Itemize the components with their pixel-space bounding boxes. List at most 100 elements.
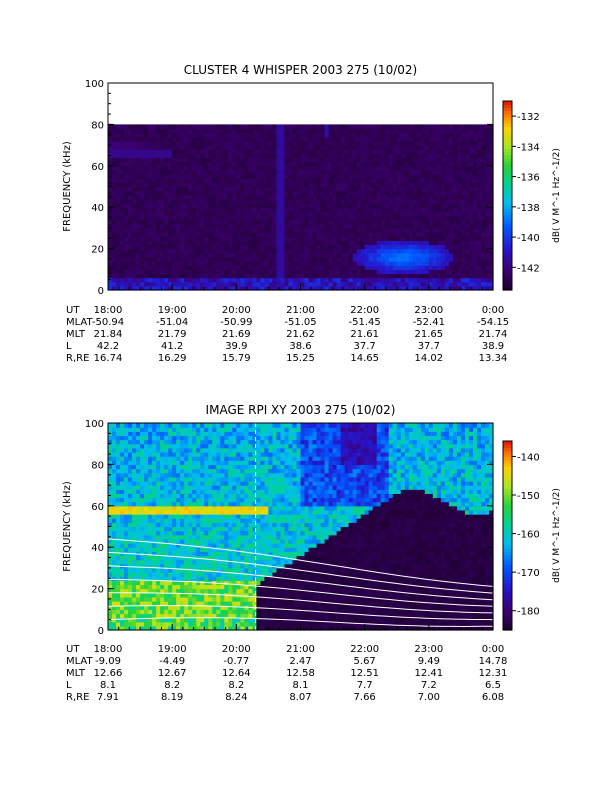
colorbar-swatch [503,579,512,584]
orbit-row-label: UT [66,305,80,316]
y-axis-label: FREQUENCY (kHz) [62,141,73,232]
orbit-cell: 39.9 [225,341,247,352]
colorbar-swatch [503,214,512,219]
colorbar-tick-label: -134 [517,142,540,153]
y-tick-label: 40 [91,203,104,214]
chart-title: CLUSTER 4 WHISPER 2003 275 (10/02) [184,63,417,77]
colorbar-swatch [503,481,512,486]
orbit-cell: -50.99 [220,317,252,328]
y-tick-label: 20 [91,585,104,596]
colorbar-tick-label: -138 [517,203,540,214]
colorbar-swatch [503,576,512,581]
colorbar-swatch [503,453,512,458]
colorbar-swatch [503,230,512,234]
orbit-cell: 16.29 [158,353,187,364]
colorbar-tick-label: -140 [517,233,540,244]
orbit-cell: 18:00 [94,644,123,655]
colorbar-swatch [503,245,512,250]
colorbar-swatch [503,441,512,445]
colorbar-tick-label: -170 [517,568,540,579]
orbit-cell: 21.61 [350,329,379,340]
colorbar-swatch [503,217,512,222]
colorbar-swatch [503,242,512,247]
colorbar-label: dB( V M^-1 Hz^-1/2) [552,148,562,243]
orbit-cell: 38.9 [482,341,504,352]
orbit-cell: 7.7 [357,680,373,691]
y-tick-label: 60 [91,502,104,513]
panel-1: CLUSTER 4 WHISPER 2003 275 (10/02) 0 20 40 6… [62,63,562,364]
colorbar-swatch [503,620,512,625]
colorbar-swatch [503,211,512,215]
colorbar: -140 -150 -160 -170 -180 dB( V M^-1 Hz^-1/2) [502,440,562,631]
colorbar-swatch [503,488,512,492]
colorbar-swatch [503,204,512,209]
colorbar-swatch [503,182,512,187]
plasma-line [107,565,494,601]
orbit-cell: 12.41 [415,668,444,679]
orbit-cell: 12.51 [350,668,379,679]
colorbar-swatch [503,504,512,508]
colorbar-swatch [503,563,512,568]
orbit-cell: -54.15 [477,317,509,328]
colorbar-swatch [503,516,512,521]
orbit-row-label: R,RE [66,692,89,703]
colorbar-swatch [503,252,512,256]
colorbar-swatch [503,560,512,565]
orbit-cell: 8.1 [100,680,116,691]
colorbar-swatch [503,456,512,461]
orbit-cell: 12.67 [158,668,187,679]
colorbar-swatch [503,201,512,206]
colorbar-swatch [503,626,512,631]
colorbar-swatch [503,623,512,628]
orbit-cell: 14.65 [350,353,379,364]
orbit-cell: 37.7 [354,341,376,352]
orbit-cell: 6.08 [482,692,504,703]
colorbar-swatch [503,126,512,130]
colorbar-swatch [503,189,512,193]
colorbar-swatch [503,138,512,143]
orbit-cell: 21.74 [479,329,508,340]
orbit-cell: 14.78 [479,656,508,667]
orbit-cell: 21.65 [415,329,444,340]
orbit-cell: 12.58 [286,668,315,679]
colorbar-swatch [503,472,512,477]
colorbar-swatch [503,267,512,272]
colorbar-tick-label: -140 [517,452,540,463]
y-tick-label: 100 [85,419,104,430]
colorbar-swatch [503,157,512,162]
colorbar-tick-label: -136 [517,173,540,184]
spectrogram [108,124,494,291]
y-tick-label: 20 [91,245,104,256]
colorbar-swatch [503,167,512,171]
orbit-table: UT 18:00 19:00 20:00 21:00 22:00 23:00 0:00 MLAT… [66,305,509,364]
colorbar-swatch [503,192,512,197]
orbit-cell: 8.1 [293,680,309,691]
colorbar-swatch [503,132,512,137]
colorbar-swatch [503,548,512,552]
orbit-cell: 0:00 [482,644,504,655]
colorbar-swatch [503,478,512,483]
plasma-line [107,551,494,594]
colorbar-swatch [503,522,512,527]
plasma-line [107,605,494,621]
orbit-cell: 12.66 [94,668,123,679]
colorbar-tick-label: -160 [517,530,540,541]
y-tick-label: 80 [91,120,104,131]
colorbar-swatch [503,236,512,241]
colorbar-swatch [503,444,512,448]
colorbar-tick-label: -132 [517,112,540,123]
colorbar-swatch [503,607,512,612]
orbit-row-label: MLT [66,329,86,340]
colorbar-swatch [503,195,512,200]
orbit-cell: -51.05 [284,317,316,328]
colorbar-swatch [503,227,512,231]
orbit-cell: 20:00 [222,644,251,655]
colorbar-swatch [503,255,512,260]
orbit-cell: 23:00 [414,644,443,655]
orbit-cell: -9.09 [95,656,121,667]
orbit-cell: 7.00 [418,692,440,703]
y-tick-label: 100 [85,79,104,90]
colorbar-swatch [503,532,512,537]
colorbar-swatch [503,513,512,518]
colorbar-swatch [503,116,512,121]
